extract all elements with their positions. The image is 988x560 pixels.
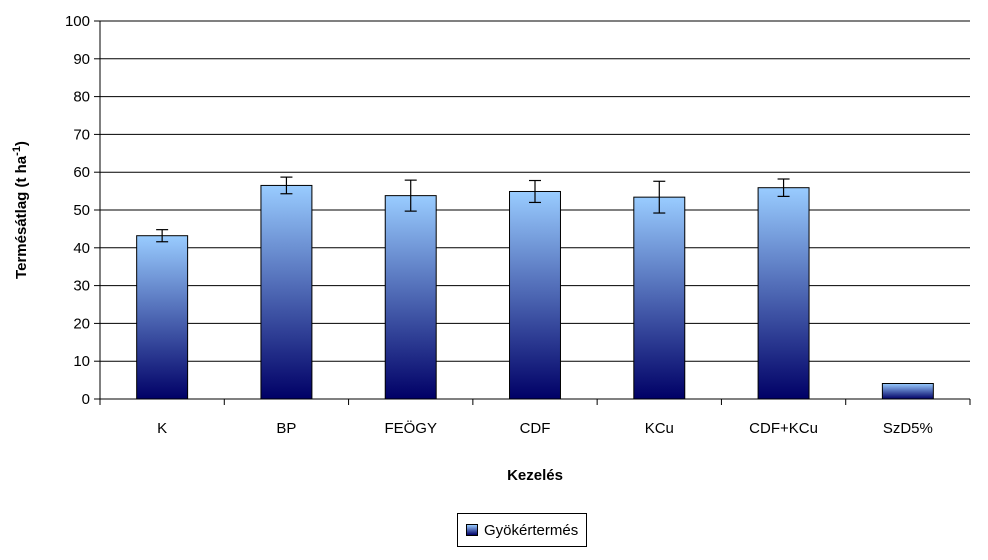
legend-label: Gyökértermés [484, 521, 579, 539]
x-tick-label: SzD5% [883, 420, 933, 437]
y-tick-label: 60 [73, 164, 90, 181]
bar [384, 195, 437, 400]
y-tick-label: 40 [73, 240, 90, 257]
bar [260, 184, 313, 400]
y-tick-label: 100 [65, 13, 90, 30]
legend: Gyökértermés [457, 513, 588, 547]
x-tick-label: FEÖGY [384, 419, 437, 437]
tick-labels: 0 10 20 30 40 50 60 70 80 90 100 K BP FEÖGY CDF KCu CDF+… [65, 13, 933, 437]
bar [881, 383, 934, 400]
bar [633, 196, 686, 400]
y-axis-title-main: Termésátlag (t ha [13, 155, 30, 279]
x-tick-label: CDF [520, 420, 551, 437]
bar [136, 235, 189, 400]
x-tick-label: KCu [645, 420, 674, 437]
y-tick-label: 0 [82, 391, 90, 408]
bars [136, 184, 934, 400]
y-tick-label: 90 [73, 51, 90, 68]
y-tick-label: 20 [73, 315, 90, 332]
bar [509, 190, 561, 400]
legend-swatch [466, 524, 478, 536]
y-axis-title-suffix: ) [13, 141, 30, 146]
y-tick-label: 50 [73, 202, 90, 219]
x-tick-label: BP [276, 420, 296, 437]
axes [94, 20, 971, 405]
y-axis-title-sup: -1 [11, 146, 23, 156]
x-tick-label: CDF+KCu [749, 420, 818, 437]
y-tick-label: 80 [73, 89, 90, 106]
x-axis-title: Kezelés [507, 467, 563, 484]
y-tick-label: 10 [73, 353, 90, 370]
y-tick-label: 70 [73, 126, 90, 143]
bar [757, 187, 810, 400]
y-tick-label: 30 [73, 278, 90, 295]
y-axis-title: Termésátlag (t ha-1) [11, 141, 30, 279]
error-bars [156, 176, 790, 243]
x-tick-label: K [157, 420, 167, 437]
